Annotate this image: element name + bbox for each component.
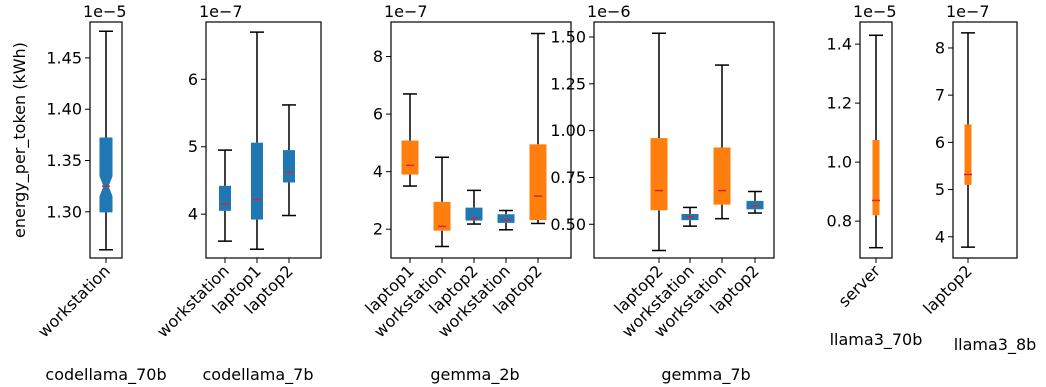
axes-frame	[390, 21, 572, 259]
box-body	[433, 201, 451, 231]
exponent-label: 1e−7	[946, 2, 990, 21]
exponent-label: 1e−7	[384, 2, 428, 21]
box-laptop2	[650, 32, 668, 252]
y-tick-label: 4	[935, 227, 945, 246]
exponent-label: 1e−5	[853, 2, 897, 21]
box-body	[529, 144, 547, 221]
x-axis-label: gemma_2b	[430, 365, 519, 385]
axes-frame	[205, 21, 322, 259]
subplot-codellama_7b: 1e−7456workstationlaptop1laptop2codellam…	[153, 2, 322, 385]
y-tick-label: 6	[373, 105, 383, 124]
box-server	[869, 34, 883, 249]
y-tick-label: 1.30	[46, 202, 82, 221]
y-tick-label: 1.50	[550, 27, 586, 46]
subplot-codellama_70b: 1e−5 1.30 1.35 1.40 1.45 workstation codellama…	[34, 2, 167, 385]
axes-frame	[952, 21, 1018, 259]
x-tick-label: laptop2	[919, 261, 975, 317]
exponent-label: 1e−5	[83, 2, 127, 21]
box-body	[283, 150, 295, 183]
box-workstation	[433, 156, 451, 248]
box-laptop2	[961, 32, 975, 248]
box-body	[99, 137, 113, 213]
exponent-label: 1e−6	[587, 2, 631, 21]
y-tick-label: 4	[188, 205, 198, 224]
x-axis-label: gemma_7b	[661, 365, 750, 385]
box-laptop2	[282, 104, 296, 217]
box-laptop1	[250, 31, 264, 250]
box-laptop1	[401, 93, 419, 187]
subplot-llama3_8b: 1e−7 4 5 6 7 8 laptop2 llama3_8b	[919, 2, 1036, 355]
box-body	[401, 140, 419, 175]
y-tick-label: 6	[935, 133, 945, 152]
y-tick-label: 1.2	[827, 94, 852, 113]
y-tick-label: 1.25	[550, 74, 586, 93]
subplot-llama3_70b: 1e−5 0.8 1.0 1.2 1.4 server llama3_70b	[827, 2, 923, 350]
x-axis-label: llama3_70b	[830, 330, 923, 350]
box-workstation	[99, 30, 113, 251]
y-tick-label: 0.8	[827, 212, 852, 231]
y-axis-label: energy_per_token (kWh)	[10, 42, 30, 238]
y-tick-label: 8	[935, 38, 945, 57]
x-tick-label: server	[835, 261, 885, 311]
subplot-gemma_2b: 1e−72468laptop1workstationlaptop2worksta…	[361, 2, 572, 385]
y-tick-label: 6	[188, 70, 198, 89]
box-laptop2	[465, 189, 483, 225]
y-tick-label: 5	[935, 180, 945, 199]
box-body	[872, 140, 880, 216]
axes-frame	[593, 21, 775, 259]
box-workstation	[713, 64, 731, 220]
y-tick-label: 0.50	[550, 215, 586, 234]
y-tick-label: 8	[373, 47, 383, 66]
y-tick-label: 1.4	[827, 35, 852, 54]
subplot-gemma_7b: 1e−60.500.751.001.251.50laptop2workstati…	[550, 2, 775, 385]
y-tick-label: 7	[935, 86, 945, 105]
box-body	[251, 142, 263, 220]
box-body	[713, 147, 731, 205]
y-tick-label: 1.0	[827, 153, 852, 172]
y-tick-label: 4	[373, 162, 383, 181]
y-tick-label: 1.40	[46, 100, 82, 119]
box-workstation	[218, 149, 232, 242]
x-tick-label: workstation	[34, 261, 114, 341]
box-workstation	[497, 209, 515, 231]
y-tick-label: 1.00	[550, 121, 586, 140]
y-tick-label: 1.45	[46, 48, 82, 67]
y-tick-label: 5	[188, 137, 198, 156]
x-axis-label: codellama_7b	[202, 365, 313, 385]
exponent-label: 1e−7	[199, 2, 243, 21]
box-body	[219, 185, 231, 211]
x-axis-label: llama3_8b	[954, 335, 1037, 355]
y-tick-label: 0.75	[550, 168, 586, 187]
box-laptop2	[529, 32, 547, 225]
box-body	[497, 214, 515, 223]
box-laptop2	[746, 190, 764, 214]
box-body	[964, 124, 972, 185]
box-body	[650, 138, 668, 211]
y-tick-label: 2	[373, 220, 383, 239]
box-workstation	[681, 206, 699, 227]
box-body	[465, 207, 483, 221]
y-tick-label: 1.35	[46, 151, 82, 170]
subplot-panels: 1e−51.301.351.401.45workstationcodellama…	[34, 2, 1036, 385]
x-axis-label: codellama_70b	[45, 365, 166, 385]
